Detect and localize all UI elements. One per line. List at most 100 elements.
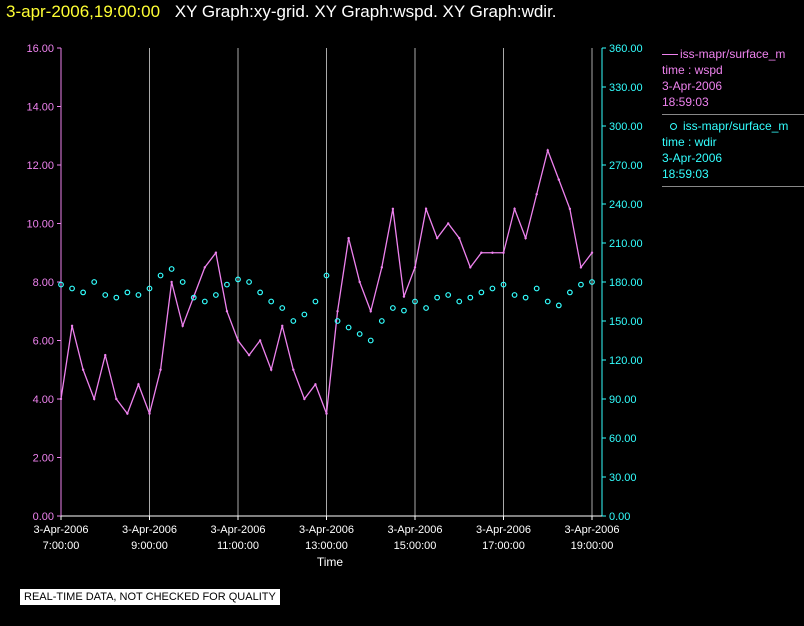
wspd-point: [81, 368, 85, 371]
wspd-point: [115, 397, 118, 401]
wdir-point: [467, 294, 474, 301]
wspd-point: [314, 383, 317, 386]
wspd-point: [258, 339, 262, 342]
quality-disclaimer: REAL-TIME DATA, NOT CHECKED FOR QUALITY: [20, 589, 280, 605]
legend-series: iss-mapr/surface_m: [683, 119, 789, 133]
wspd-point: [192, 295, 195, 298]
wdir-point: [445, 292, 452, 298]
right-axis-tick-label: 210.00: [609, 238, 643, 250]
wspd-point: [292, 368, 295, 371]
wspd-point: [203, 266, 207, 269]
wspd-point: [513, 207, 516, 211]
wspd-point: [170, 280, 173, 284]
wspd-point: [236, 339, 240, 342]
x-tick-time: 17:00:00: [482, 540, 525, 552]
wspd-point: [446, 222, 450, 225]
vertical-grid: [60, 48, 593, 516]
wspd-point: [546, 149, 549, 152]
wdir-point: [511, 292, 518, 298]
x-tick-time: 13:00:00: [305, 540, 348, 552]
wspd-point: [502, 251, 505, 254]
x-tick-date: 3-Apr-2006: [122, 524, 177, 536]
line-marker-icon: [662, 54, 678, 56]
legend-date: 3-Apr-2006: [662, 151, 723, 165]
right-axis-tick-label: 120.00: [609, 355, 643, 367]
wdir-point: [367, 337, 374, 344]
wspd-point: [70, 324, 74, 328]
legend: iss-mapr/surface_m time : wspd 3-Apr-200…: [662, 46, 804, 190]
legend-field: time : wspd: [662, 63, 723, 77]
wdir-point: [456, 298, 463, 305]
right-axis-tick-label: 180.00: [609, 277, 643, 289]
left-axis-tick-label: 6.00: [33, 336, 54, 348]
legend-time: 18:59:03: [662, 95, 709, 109]
x-tick-time: 11:00:00: [217, 540, 259, 552]
wspd-point: [336, 310, 339, 313]
wspd-point: [369, 310, 372, 313]
wdir-point: [124, 289, 131, 296]
x-tick-date: 3-Apr-2006: [210, 524, 265, 536]
wdir-point: [389, 305, 396, 311]
legend-field: time : wdir: [662, 135, 717, 149]
right-axis-tick-label: 300.00: [609, 121, 643, 133]
title-timestamp: 3-apr-2006,19:00:00: [6, 2, 161, 21]
wdir-point: [91, 279, 98, 285]
wspd-point: [424, 207, 428, 211]
wdir-point: [135, 292, 142, 298]
x-axis-label: Time: [317, 555, 344, 569]
wspd-point: [380, 266, 384, 269]
left-axis-tick-label: 4.00: [33, 394, 54, 406]
left-y-axis: 0.00 2.00 4.00 6.00 8.00 10.00 12.00 14.00 16.00: [26, 43, 62, 523]
wspd-point: [491, 251, 494, 254]
legend-series: iss-mapr/surface_m: [680, 47, 786, 61]
wdir-point: [301, 311, 308, 318]
wdir-point: [423, 305, 429, 311]
x-tick-time: 7:00:00: [43, 540, 80, 552]
wdir-point: [224, 281, 230, 288]
wspd-point: [281, 324, 284, 328]
wdir-point: [378, 318, 385, 324]
x-tick-date: 3-Apr-2006: [299, 524, 354, 536]
wdir-point: [190, 294, 197, 301]
wdir-point: [478, 289, 485, 296]
left-axis-tick-label: 0.00: [33, 511, 54, 523]
left-axis-tick-label: 14.00: [26, 102, 54, 114]
wdir-point: [246, 279, 252, 285]
x-tick-time: 9:00:00: [131, 540, 168, 552]
series-wspd: [59, 148, 594, 416]
wdir-point: [102, 292, 109, 298]
wdir-point: [578, 281, 584, 288]
wdir-point: [146, 285, 153, 292]
wdir-point: [589, 279, 595, 285]
wspd-point: [104, 353, 107, 357]
wspd-point: [247, 353, 251, 357]
wdir-point: [489, 285, 496, 292]
wdir-point: [257, 289, 264, 296]
legend-time: 18:59:03: [662, 167, 709, 181]
wdir-point: [168, 266, 175, 272]
right-axis-tick-label: 360.00: [609, 43, 643, 55]
right-axis-tick-label: 150.00: [609, 316, 643, 328]
wspd-point: [524, 236, 527, 240]
wdir-point: [356, 331, 363, 337]
wspd-point: [469, 266, 472, 269]
wspd-point: [137, 383, 140, 386]
right-y-axis: 0.00 30.00 60.00 90.00 120.00 150.00 180.00 210…: [601, 43, 643, 523]
wdir-point: [533, 285, 540, 292]
x-tick-date: 3-Apr-2006: [476, 524, 531, 536]
right-axis-tick-label: 60.00: [609, 433, 637, 445]
wdir-point: [312, 298, 319, 305]
wdir-point: [80, 289, 87, 296]
wspd-point: [480, 251, 483, 254]
wspd-point: [391, 207, 395, 211]
wdir-point: [345, 324, 352, 331]
wspd-point: [458, 236, 461, 240]
wspd-point: [535, 193, 538, 196]
wspd-point: [303, 397, 306, 401]
right-axis-tick-label: 270.00: [609, 160, 643, 172]
right-axis-tick-label: 330.00: [609, 82, 643, 94]
wspd-point: [413, 266, 417, 269]
right-axis-tick-label: 240.00: [609, 199, 643, 211]
legend-entry-wdir: iss-mapr/surface_m time : wdir 3-Apr-200…: [662, 118, 804, 187]
right-axis-tick-label: 90.00: [609, 394, 637, 406]
